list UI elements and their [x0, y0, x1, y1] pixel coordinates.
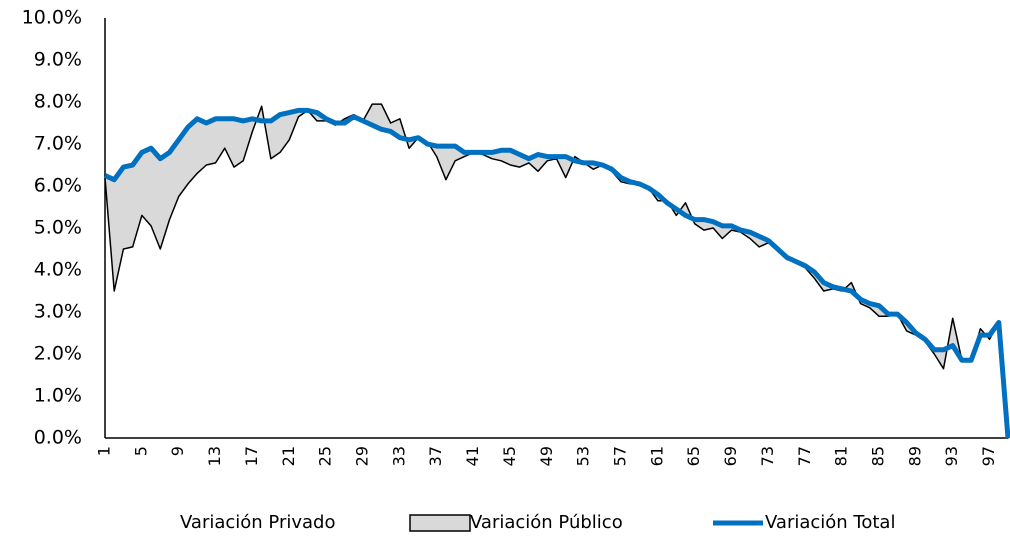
- x-tick-label: 5: [131, 446, 150, 456]
- x-tick-label: 45: [500, 446, 519, 466]
- x-tick-label: 97: [979, 446, 998, 466]
- x-tick-label: 37: [426, 446, 445, 466]
- x-tick-label: 89: [905, 446, 924, 466]
- x-tick-label: 69: [721, 446, 740, 466]
- y-tick-label: 9.0%: [34, 49, 82, 71]
- x-tick-label: 41: [463, 446, 482, 466]
- x-tick-label: 25: [316, 446, 335, 466]
- x-tick-label: 77: [795, 446, 814, 466]
- y-tick-label: 1.0%: [34, 385, 82, 407]
- x-tick-label: 73: [758, 446, 777, 466]
- y-tick-label: 2.0%: [34, 343, 82, 365]
- y-tick-label: 4.0%: [34, 259, 82, 281]
- y-tick-label: 6.0%: [34, 175, 82, 197]
- x-tick-label: 33: [389, 446, 408, 466]
- x-tick-label: 29: [353, 446, 372, 466]
- x-tick-label: 65: [684, 446, 703, 466]
- x-tick-label: 21: [279, 446, 298, 466]
- x-tick-label: 49: [537, 446, 556, 466]
- y-tick-label: 8.0%: [34, 91, 82, 113]
- x-tick-label: 1: [95, 446, 114, 456]
- x-tick-label: 85: [869, 446, 888, 466]
- legend-label: Variación Privado: [180, 512, 335, 533]
- legend-swatch: [409, 514, 471, 532]
- y-tick-label: 0.0%: [34, 427, 82, 449]
- legend-label: Variación Total: [765, 512, 895, 533]
- line: [103, 107, 1010, 439]
- x-tick-label: 9: [168, 446, 187, 456]
- y-tick-label: 3.0%: [34, 301, 82, 323]
- x-tick-label: 57: [611, 446, 630, 466]
- x-tick-label: 53: [574, 446, 593, 466]
- y-tick-label: 5.0%: [34, 217, 82, 239]
- x-tick-label: 17: [242, 446, 261, 466]
- y-tick-label: 7.0%: [34, 133, 82, 155]
- y-tick-label: 10.0%: [22, 7, 82, 29]
- legend-label: Variación Público: [470, 512, 623, 533]
- x-tick-label: 93: [942, 446, 961, 466]
- x-tick-label: 13: [205, 446, 224, 466]
- x-tick-label: 61: [647, 446, 666, 466]
- x-tick-label: 81: [832, 446, 851, 466]
